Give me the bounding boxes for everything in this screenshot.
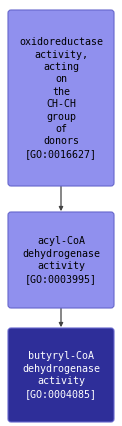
- Text: butyryl-CoA
dehydrogenase
activity
[GO:0004085]: butyryl-CoA dehydrogenase activity [GO:0…: [22, 351, 100, 399]
- FancyBboxPatch shape: [8, 212, 114, 308]
- FancyBboxPatch shape: [8, 328, 114, 422]
- Text: acyl-CoA
dehydrogenase
activity
[GO:0003995]: acyl-CoA dehydrogenase activity [GO:0003…: [22, 236, 100, 284]
- Text: oxidoreductase
activity,
acting
on
the
CH-CH
group
of
donors
[GO:0016627]: oxidoreductase activity, acting on the C…: [19, 37, 103, 159]
- FancyBboxPatch shape: [8, 10, 114, 186]
